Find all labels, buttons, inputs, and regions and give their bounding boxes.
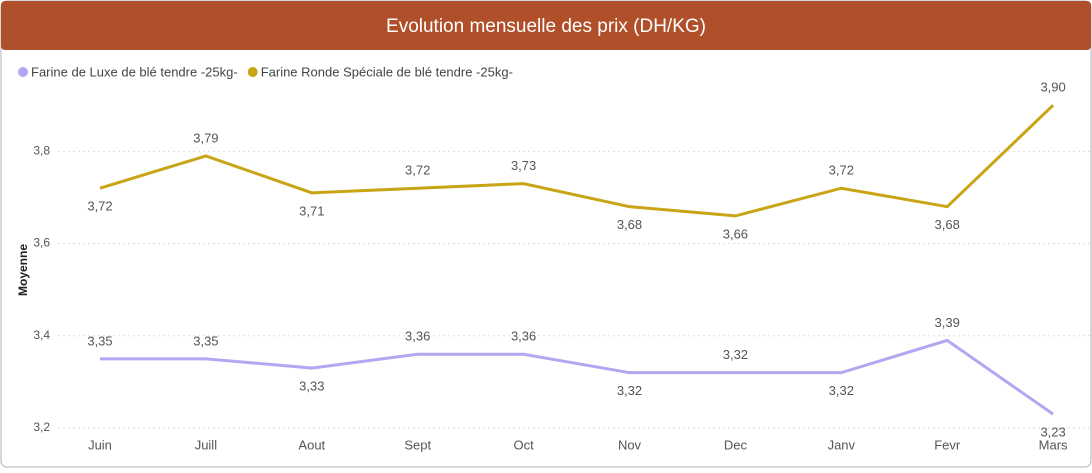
data-label: 3,90 bbox=[1040, 80, 1065, 95]
y-tick-label: 3,8 bbox=[33, 144, 50, 158]
legend-marker bbox=[18, 67, 28, 77]
x-tick-label: Mars bbox=[1039, 437, 1068, 452]
legend-label: Farine Ronde Spéciale de blé tendre -25k… bbox=[261, 64, 513, 79]
data-label: 3,35 bbox=[193, 333, 218, 348]
data-label: 3,72 bbox=[87, 199, 112, 214]
data-label: 3,33 bbox=[299, 378, 324, 393]
x-tick-label: Juill bbox=[195, 437, 218, 452]
x-tick-label: Dec bbox=[724, 437, 748, 452]
series-line bbox=[99, 104, 1055, 218]
title-bar bbox=[1, 1, 1091, 50]
x-tick-label: Nov bbox=[618, 437, 642, 452]
data-label: 3,72 bbox=[829, 163, 854, 178]
chart-title: Evolution mensuelle des prix (DH/KG) bbox=[386, 16, 706, 37]
data-label: 3,79 bbox=[193, 130, 218, 145]
data-label: 3,68 bbox=[617, 217, 642, 232]
legend-marker bbox=[247, 67, 258, 77]
data-label: 3,72 bbox=[405, 163, 430, 178]
x-tick-label: Aout bbox=[298, 437, 325, 452]
x-tick-label: Sept bbox=[404, 437, 431, 452]
x-tick-label: Oct bbox=[513, 437, 534, 452]
data-label: 3,32 bbox=[617, 383, 642, 398]
data-label: 3,71 bbox=[299, 203, 324, 218]
data-label: 3,23 bbox=[1040, 425, 1065, 440]
data-label: 3,68 bbox=[935, 217, 960, 232]
data-label: 3,66 bbox=[723, 226, 748, 241]
data-label: 3,36 bbox=[405, 329, 430, 344]
x-tick-label: Juin bbox=[88, 437, 112, 452]
y-tick-label: 3,6 bbox=[33, 236, 50, 250]
data-label: 3,32 bbox=[723, 347, 748, 362]
y-tick-label: 3,2 bbox=[33, 420, 50, 434]
x-tick-label: Janv bbox=[828, 437, 856, 452]
series-line bbox=[100, 338, 1054, 416]
data-label: 3,39 bbox=[935, 315, 960, 330]
data-label: 3,73 bbox=[511, 158, 536, 173]
data-label: 3,36 bbox=[511, 329, 536, 344]
data-label: 3,32 bbox=[829, 383, 854, 398]
y-axis-label: Moyenne bbox=[16, 244, 30, 296]
data-label: 3,35 bbox=[87, 333, 112, 348]
x-tick-label: Fevr bbox=[934, 437, 961, 452]
legend-label: Farine de Luxe de blé tendre -25kg- bbox=[31, 64, 238, 79]
y-tick-label: 3,4 bbox=[33, 328, 50, 342]
